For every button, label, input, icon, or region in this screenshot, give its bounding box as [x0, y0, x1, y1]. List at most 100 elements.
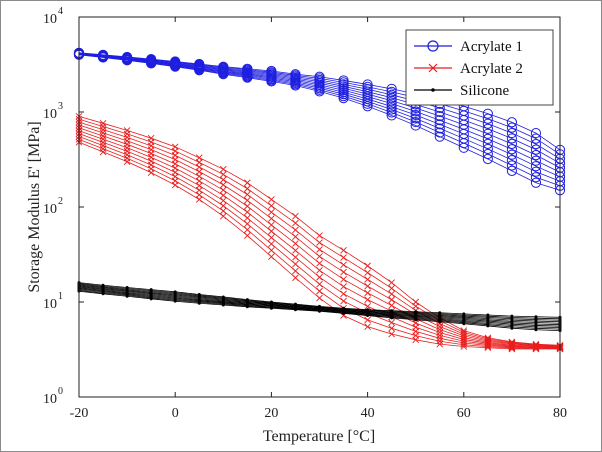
data-point — [316, 287, 323, 295]
data-point — [364, 276, 371, 283]
data-point — [244, 214, 251, 222]
data-point — [244, 220, 251, 228]
data-point — [462, 312, 466, 316]
data-point — [388, 319, 395, 326]
data-point — [530, 133, 542, 144]
data-point — [99, 142, 107, 149]
series-acrylate-2 — [75, 113, 564, 353]
data-point — [194, 58, 205, 70]
data-point — [268, 253, 275, 260]
data-point — [530, 139, 542, 150]
data-point — [268, 202, 275, 210]
data-point — [436, 337, 444, 345]
data-point — [123, 140, 131, 148]
data-point — [390, 309, 394, 313]
data-point — [340, 261, 347, 269]
legend: Acrylate 1 Acrylate 2 Silicone — [405, 29, 554, 106]
data-point — [510, 314, 514, 318]
data-point — [314, 71, 325, 82]
data-point — [506, 133, 517, 144]
data-point — [386, 83, 397, 95]
data-point — [410, 106, 421, 117]
data-point — [99, 135, 107, 143]
data-point — [195, 186, 203, 194]
data-point — [506, 122, 517, 133]
data-point — [434, 131, 445, 142]
data-point — [484, 334, 492, 342]
data-point — [364, 269, 371, 276]
data-point — [530, 161, 542, 172]
data-point — [342, 306, 346, 310]
data-point — [195, 168, 203, 175]
data-point — [506, 127, 517, 139]
data-point — [266, 65, 277, 77]
data-point — [482, 128, 493, 139]
data-point — [244, 191, 251, 198]
data-point — [436, 335, 444, 342]
data-point — [219, 197, 227, 204]
x-tick-label: 80 — [553, 406, 567, 421]
data-point — [125, 286, 129, 290]
data-point — [292, 219, 299, 227]
data-point — [292, 226, 299, 234]
series-silicone — [77, 281, 562, 333]
data-point — [173, 290, 177, 294]
data-point — [530, 127, 542, 139]
data-point — [195, 154, 203, 162]
data-point — [244, 208, 251, 216]
data-point — [195, 163, 203, 171]
data-point — [101, 283, 105, 287]
y-tick-label: 10 — [43, 392, 57, 407]
data-point — [414, 310, 418, 314]
data-point — [316, 239, 323, 246]
data-point — [340, 283, 347, 290]
data-point — [195, 177, 203, 185]
data-point — [460, 327, 468, 334]
legend-item-acrylate-1: Acrylate 1 — [414, 39, 523, 55]
data-point — [508, 338, 516, 346]
data-point — [268, 240, 275, 248]
data-point — [269, 300, 273, 304]
x-tick-label: -20 — [70, 406, 89, 421]
data-point — [316, 294, 323, 302]
data-point — [195, 172, 203, 180]
series-line — [78, 52, 561, 155]
legend-marker-dot — [431, 88, 435, 92]
data-point — [123, 127, 131, 134]
data-point — [219, 202, 227, 210]
data-point — [434, 127, 445, 138]
data-point — [219, 212, 227, 220]
data-point — [123, 147, 131, 155]
data-point — [219, 191, 227, 199]
data-point — [268, 227, 275, 235]
y-tick-label: 10 — [43, 12, 57, 27]
y-tick-exponent: 1 — [58, 291, 63, 302]
data-point — [195, 191, 203, 199]
data-point — [123, 137, 131, 145]
data-point — [364, 316, 371, 324]
data-point — [268, 221, 275, 229]
data-point — [340, 275, 347, 283]
data-point — [316, 246, 323, 253]
data-point — [386, 86, 397, 97]
data-point — [366, 308, 370, 312]
data-point — [364, 296, 371, 303]
data-point — [506, 138, 517, 149]
data-point — [292, 253, 299, 261]
legend-item-silicone: Silicone — [414, 83, 510, 99]
data-point — [364, 289, 371, 297]
data-point — [268, 215, 275, 222]
data-point — [388, 296, 395, 304]
data-point — [99, 123, 107, 130]
data-point — [292, 233, 299, 241]
data-point — [316, 232, 323, 239]
data-point — [388, 290, 395, 298]
data-point — [244, 202, 251, 210]
data-point — [99, 120, 107, 127]
data-point — [292, 274, 299, 282]
data-point — [99, 126, 107, 133]
data-point — [340, 290, 347, 298]
data-point — [340, 246, 347, 254]
data-point — [438, 311, 442, 315]
